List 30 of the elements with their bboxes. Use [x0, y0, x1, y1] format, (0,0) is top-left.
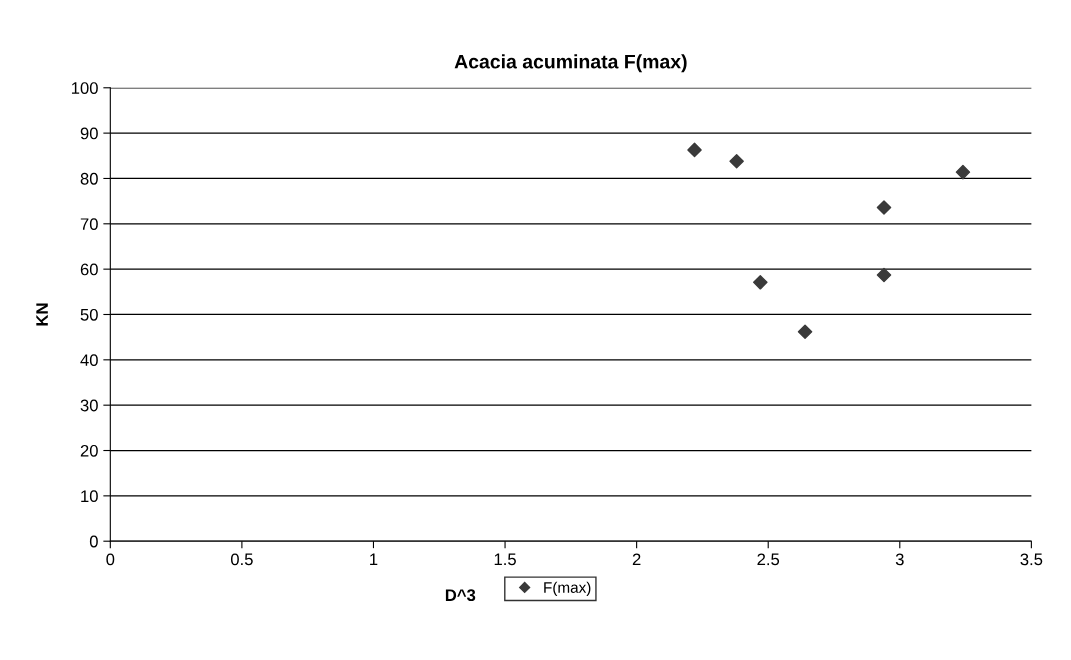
x-tick-label: 1	[370, 553, 378, 566]
x-axis-title: D^3	[445, 589, 476, 602]
point	[729, 153, 744, 169]
y-tick-label: 20	[80, 444, 98, 457]
y-axis-title: KN	[36, 303, 48, 326]
y-tick-label: 0	[89, 535, 98, 548]
y-tick-label: 90	[80, 127, 98, 140]
point	[687, 142, 702, 158]
y-tick-label: 80	[80, 172, 98, 185]
point	[753, 275, 768, 290]
point	[876, 200, 892, 215]
point	[797, 324, 813, 340]
x-tick-label: 0.5	[230, 553, 253, 566]
y-tick-label: 40	[80, 354, 98, 367]
x-tick-label: 2	[632, 553, 641, 566]
x-tick-label: 0	[106, 553, 115, 566]
x-tick-label: 3	[895, 553, 904, 566]
y-tick-label: 60	[80, 263, 98, 276]
y-tick-label: 70	[80, 218, 98, 231]
y-tick-label: 50	[80, 308, 98, 321]
x-tick-label: 3.5	[1020, 553, 1043, 566]
point	[876, 267, 892, 283]
y-tick-label: 30	[80, 399, 98, 412]
x-tick-label: 2.5	[757, 553, 780, 566]
legend-label: F(max)	[544, 581, 591, 596]
y-tick-label: 100	[71, 82, 98, 94]
x-tick-label: 1.5	[494, 553, 516, 566]
y-tick-label: 10	[81, 490, 98, 503]
point	[955, 164, 971, 180]
chart-title: Acacia acuminata F(max)	[454, 54, 687, 73]
